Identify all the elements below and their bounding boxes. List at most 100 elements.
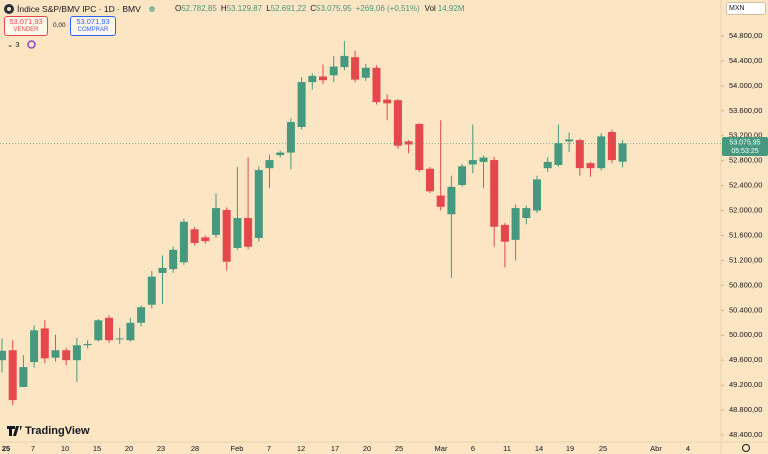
y-tick-label: 53.200,00 — [729, 131, 762, 140]
y-tick-label: 50.000,00 — [729, 330, 762, 339]
x-tick-label: 4 — [686, 444, 690, 453]
ohlc-key: H — [220, 4, 227, 13]
candle-body — [404, 141, 413, 145]
y-tick-label: 51.600,00 — [729, 230, 762, 239]
candle-body — [361, 67, 370, 78]
ohlc-key: C — [310, 4, 317, 13]
settings-icon[interactable] — [742, 444, 750, 452]
y-tick-label: 49.600,00 — [729, 355, 762, 364]
candle-body — [286, 122, 295, 153]
x-tick-label: 12 — [297, 444, 305, 453]
candle-body — [0, 350, 6, 361]
x-tick-label: 10 — [61, 444, 69, 453]
candle-body — [233, 218, 242, 248]
x-tick-label: 11 — [503, 444, 511, 453]
candle-body — [308, 75, 317, 83]
buy-button[interactable]: 53.071,93 COMPRAR — [70, 16, 116, 36]
indicators-toggle[interactable]: ⌄ 3 — [7, 40, 20, 49]
candle-body — [190, 229, 199, 243]
candle-body — [19, 367, 28, 388]
currency: MXN — [729, 5, 745, 12]
x-tick-label: 25 — [2, 444, 10, 453]
candle-body — [393, 100, 402, 146]
candle-body — [297, 82, 306, 128]
ohlc-legend: O52.782,85 H53.129,87 L52.691,22 C53.075,95… — [175, 4, 464, 13]
candle-body — [351, 57, 360, 80]
x-tick-label: 6 — [471, 444, 475, 453]
candle-body — [105, 317, 113, 341]
candle-body — [586, 163, 595, 169]
candle-body — [83, 343, 92, 346]
candle-body — [340, 55, 349, 68]
x-tick-label: 20 — [363, 444, 371, 453]
spread: 0,00 — [53, 22, 66, 29]
candle-body — [618, 143, 627, 162]
candle-body — [40, 328, 49, 359]
symbol-icon — [4, 4, 14, 14]
candle-body — [533, 179, 541, 211]
ohlc-value: 53.075,95 — [316, 4, 352, 13]
candle-body — [329, 66, 338, 76]
ohlc-value: 53.129,87 — [226, 4, 263, 13]
indicator-count: 3 — [15, 40, 20, 49]
candle-body — [522, 208, 531, 219]
x-tick-label: Abr — [650, 444, 662, 453]
x-tick-label: Mar — [435, 444, 448, 453]
y-tick-label: 52.800,00 — [729, 156, 762, 165]
candle-body — [201, 237, 210, 242]
sell-button[interactable]: 53.071,93 VENDER — [4, 16, 48, 36]
candle-body — [597, 136, 606, 169]
ohlc-value: 52.782,85 — [181, 4, 217, 13]
sell-label: VENDER — [13, 27, 39, 33]
y-tick-label: 51.200,00 — [729, 255, 762, 264]
y-tick-label: 53.600,00 — [729, 106, 762, 115]
buy-label: COMPRAR — [77, 27, 109, 33]
candle-body — [62, 350, 71, 361]
candle-body — [319, 76, 327, 81]
candle-body — [554, 143, 563, 166]
x-tick-label: 23 — [157, 444, 165, 453]
y-tick-label: 52.400,00 — [729, 181, 762, 190]
sell-price: 53.071,93 — [9, 17, 43, 26]
candle-body — [212, 208, 220, 235]
x-tick-label: 7 — [31, 444, 35, 453]
candle-body — [254, 170, 263, 238]
change: +269,06 (+0,51%) — [355, 4, 420, 13]
x-tick-label: 15 — [93, 444, 101, 453]
candle-body — [575, 140, 584, 169]
x-tick-label: 14 — [535, 444, 543, 453]
candle-body — [511, 208, 520, 240]
candle-body — [265, 160, 274, 169]
volume-key: Vol — [424, 4, 436, 13]
y-tick-label: 48.400,00 — [729, 430, 762, 439]
plot-area — [0, 40, 721, 406]
candle-body — [244, 218, 253, 247]
candle-body — [372, 67, 381, 103]
candle-body — [436, 195, 445, 207]
candle-body — [415, 123, 424, 171]
candle-body — [383, 99, 392, 104]
candle-body — [72, 345, 81, 361]
candle-body — [126, 322, 135, 341]
candle-body — [179, 221, 188, 263]
ohlc-value: 52.691,22 — [270, 4, 307, 13]
candle-body — [169, 249, 178, 270]
y-tick-label: 54.400,00 — [729, 56, 762, 65]
candle-body — [490, 160, 499, 227]
x-tick-label: 20 — [125, 444, 133, 453]
candle-body — [94, 320, 103, 341]
last-price-box — [722, 137, 768, 156]
market-status-dot — [149, 6, 155, 12]
axes: 48.400,00 48.800,00 49.200,00 49.600,00 50.0… — [2, 31, 763, 453]
candle-body — [137, 307, 146, 323]
brand-logo: TradingView — [7, 425, 90, 437]
buy-price: 53.071,93 — [76, 17, 110, 26]
candle-body — [158, 267, 167, 273]
x-tick-label: 19 — [566, 444, 574, 453]
x-tick-label: 25 — [599, 444, 607, 453]
candle-body — [115, 338, 124, 340]
candle-body — [147, 276, 156, 305]
candle-body — [51, 350, 60, 358]
currency-selector[interactable]: MXN — [726, 2, 766, 15]
